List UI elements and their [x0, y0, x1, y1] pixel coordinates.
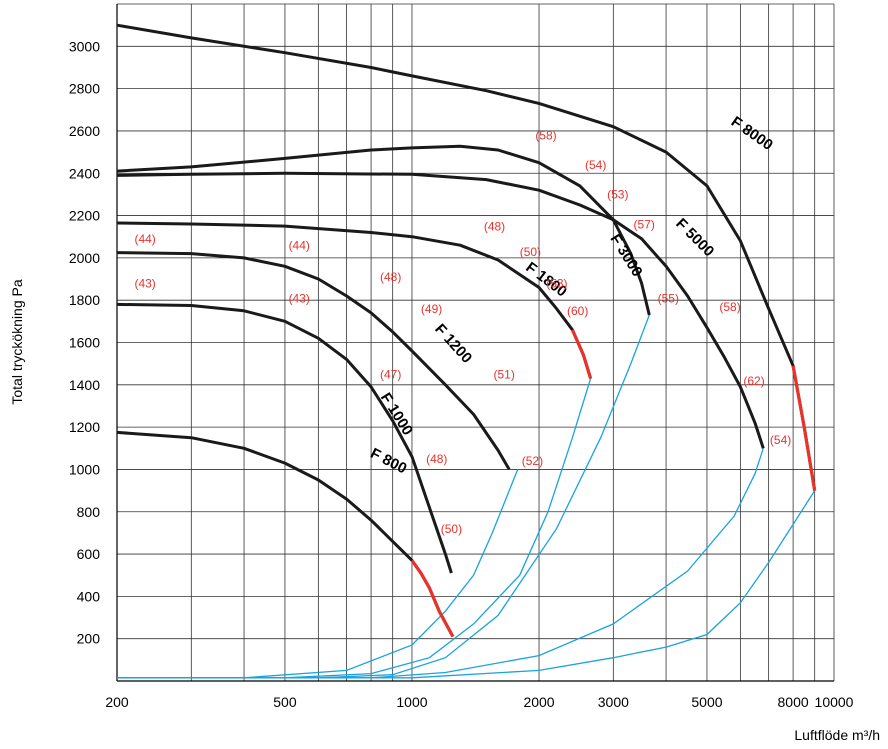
- x-tick-label: 1000: [396, 694, 427, 710]
- efficiency-label: (43): [289, 291, 310, 305]
- efficiency-label: (44): [134, 232, 155, 246]
- y-tick-label: 2800: [69, 81, 100, 97]
- efficiency-label: (48): [484, 219, 505, 233]
- limit-segments: [410, 329, 817, 638]
- efficiency-label: (47): [380, 367, 401, 381]
- x-tick-labels: 200 500 1000 2000 3000 5000 8000 10000: [105, 694, 853, 710]
- x-tick-label: 5000: [691, 694, 722, 710]
- x-tick-label: 2000: [523, 694, 554, 710]
- system-curve: [117, 490, 816, 679]
- efficiency-labels: (44) (43) (44) (43) (48) (49) (47) (51) (48) (52)…: [134, 128, 791, 536]
- system-curve: [117, 314, 650, 679]
- y-axis-title: Total tryckökning Pa: [9, 279, 25, 404]
- efficiency-label: (48): [426, 452, 447, 466]
- efficiency-label: (60): [567, 304, 588, 318]
- system-curve: [117, 469, 519, 679]
- limit-segment: [570, 329, 593, 379]
- fan-curve: [116, 171, 765, 449]
- y-tick-label: 1000: [69, 461, 100, 477]
- y-tick-label: 800: [77, 504, 101, 520]
- efficiency-label: (62): [743, 374, 764, 388]
- efficiency-label: (48): [380, 270, 401, 284]
- efficiency-label: (50): [441, 522, 462, 536]
- y-tick-label: 3000: [69, 38, 100, 54]
- x-tick-label: 500: [273, 694, 297, 710]
- x-tick-label: 3000: [598, 694, 629, 710]
- fan-curve: [116, 23, 817, 491]
- x-tick-label: 8000: [778, 694, 809, 710]
- efficiency-label: (53): [607, 188, 628, 202]
- y-tick-label: 2200: [69, 208, 100, 224]
- y-tick-label: 400: [77, 588, 101, 604]
- system-curve: [117, 378, 592, 679]
- y-tick-label: 1400: [69, 377, 100, 393]
- efficiency-label: (43): [134, 276, 155, 290]
- efficiency-label: (58): [719, 300, 740, 314]
- y-tick-label: 600: [77, 546, 101, 562]
- limit-segment: [410, 559, 455, 638]
- fan-curve: [116, 251, 511, 471]
- y-tick-label: 200: [77, 631, 101, 647]
- efficiency-label: (44): [289, 238, 310, 252]
- y-tick-label: 1200: [69, 419, 100, 435]
- efficiency-label: (54): [770, 433, 791, 447]
- fan-curve: [116, 144, 651, 316]
- x-axis-title: Luftflöde m³/h: [794, 727, 880, 743]
- efficiency-label: (53): [546, 276, 567, 290]
- efficiency-label: (52): [522, 454, 543, 468]
- y-tick-label: 2400: [69, 165, 100, 181]
- x-tick-label: 10000: [815, 694, 854, 710]
- y-tick-label: 1800: [69, 292, 100, 308]
- y-tick-label: 1600: [69, 335, 100, 351]
- y-tick-label: 2000: [69, 250, 100, 266]
- efficiency-label: (50): [520, 245, 541, 259]
- fan-curve: [116, 302, 453, 574]
- x-tick-label: 200: [105, 694, 129, 710]
- efficiency-label: (54): [585, 158, 606, 172]
- grid: [116, 3, 835, 682]
- efficiency-label: (57): [634, 217, 655, 231]
- system-curve: [117, 448, 764, 679]
- efficiency-label: (58): [535, 128, 556, 142]
- y-tick-label: 2600: [69, 123, 100, 139]
- efficiency-label: (51): [493, 367, 514, 381]
- efficiency-label: (55): [658, 291, 679, 305]
- y-tick-labels: 200 400 600 800 1000 1200 1400 1600 1800 2000 2200…: [69, 38, 100, 646]
- system-curves: [117, 314, 816, 679]
- limit-segment: [791, 365, 817, 491]
- efficiency-label: (49): [421, 302, 442, 316]
